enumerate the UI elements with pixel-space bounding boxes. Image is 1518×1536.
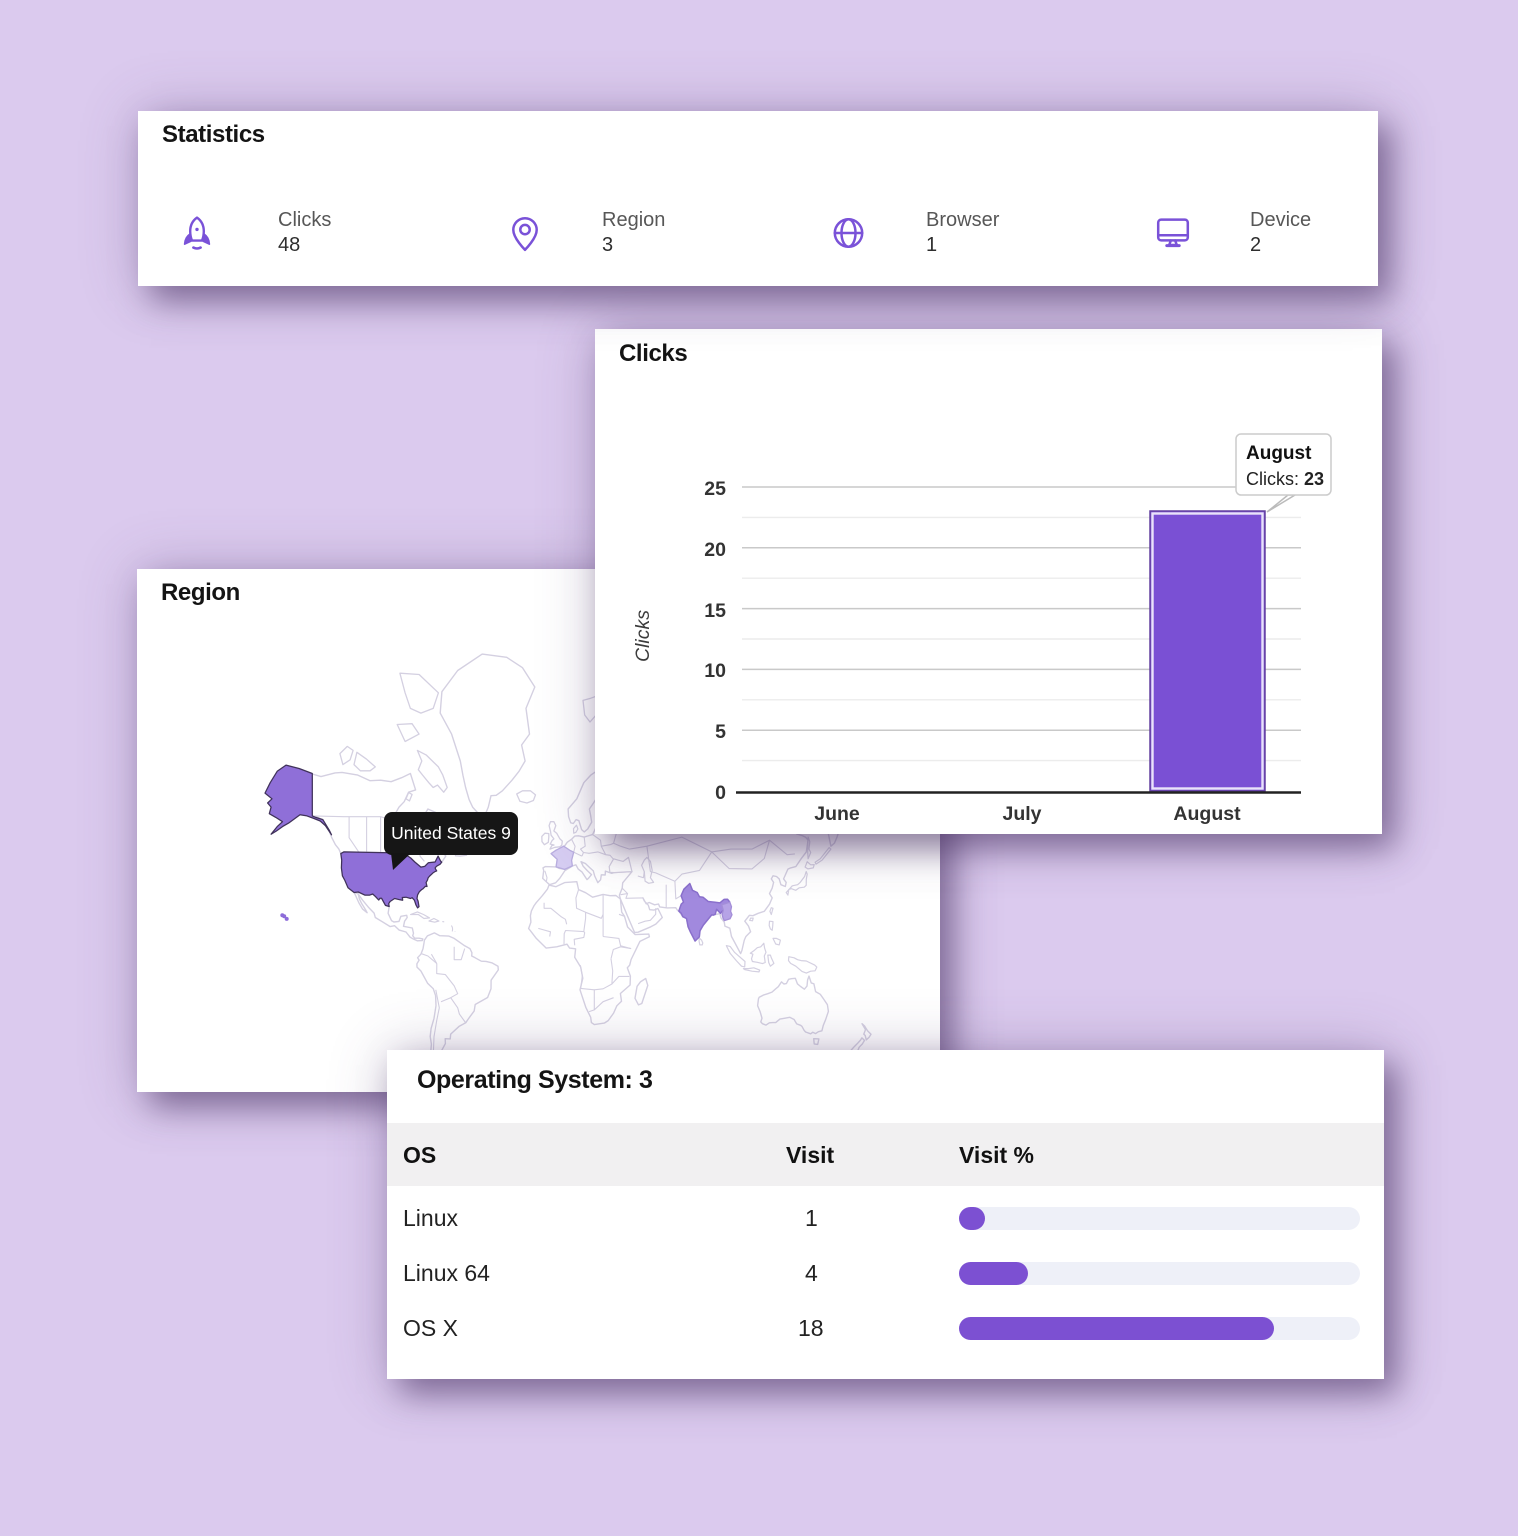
svg-text:August: August (1173, 803, 1241, 825)
svg-text:August: August (1246, 443, 1312, 464)
svg-text:25: 25 (704, 478, 726, 500)
svg-text:Clicks: 23: Clicks: 23 (1246, 469, 1324, 489)
svg-text:5: 5 (715, 721, 726, 743)
svg-text:10: 10 (704, 660, 726, 682)
svg-text:July: July (1002, 803, 1041, 825)
svg-text:June: June (814, 803, 860, 825)
svg-text:20: 20 (704, 539, 726, 561)
svg-text:15: 15 (704, 600, 726, 622)
svg-text:0: 0 (715, 782, 726, 804)
svg-text:Clicks: Clicks (632, 610, 654, 662)
